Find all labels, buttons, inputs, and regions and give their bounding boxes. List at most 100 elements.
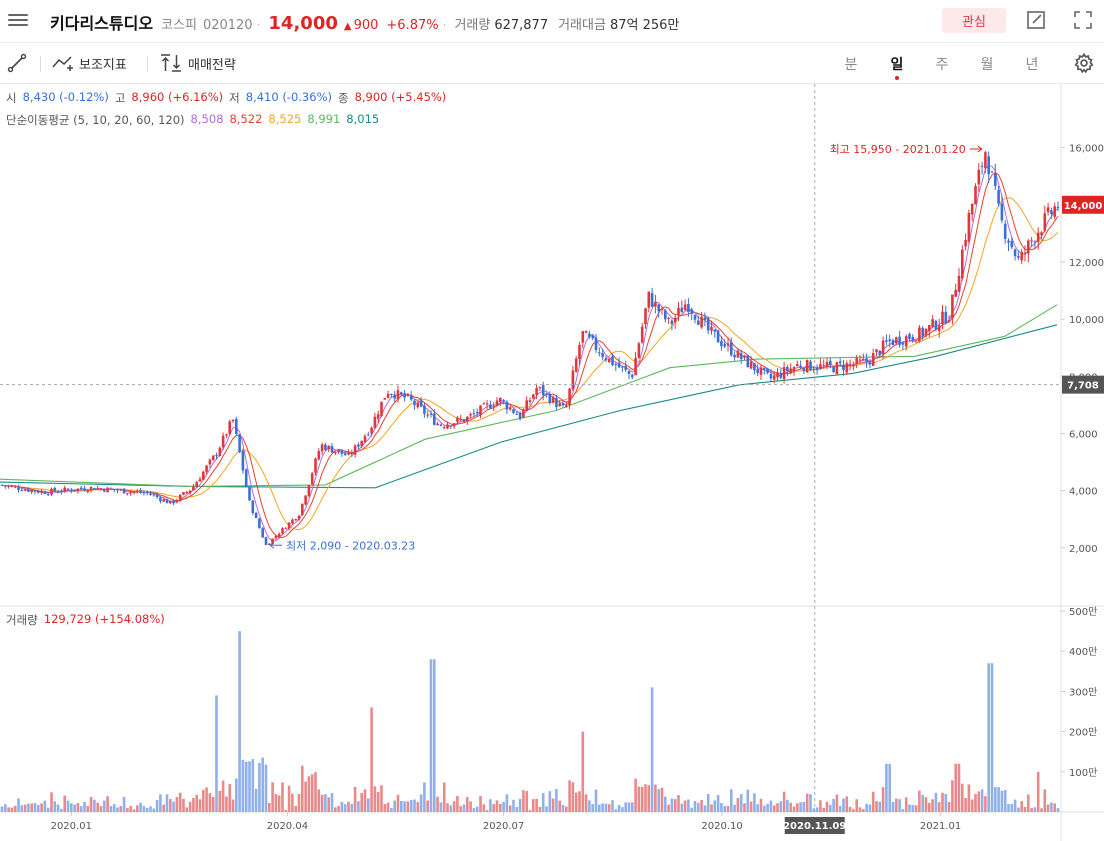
candle-body — [720, 341, 723, 347]
watch-button[interactable]: 관심 — [942, 8, 1006, 33]
stock-code: 020120 — [202, 18, 253, 33]
volume-bar — [172, 801, 175, 812]
volume-bar — [654, 784, 657, 812]
candle-body — [667, 317, 670, 319]
candle-body — [1017, 256, 1020, 258]
candle-body — [1023, 252, 1027, 254]
period-week-tab[interactable]: 주 — [935, 57, 949, 73]
volume-bar — [334, 807, 337, 812]
volume-bar — [759, 798, 763, 812]
current-price-tag: 14,000 — [1064, 201, 1103, 212]
volume-bar — [426, 800, 429, 812]
candle-body — [1036, 232, 1040, 243]
candle-body — [380, 401, 383, 417]
candle-body — [967, 212, 971, 242]
low-annotation: 최저 2,090 - 2020.03.23 — [286, 539, 415, 552]
candle-body — [314, 458, 317, 473]
volume-bar — [17, 798, 20, 812]
volume-bar — [739, 794, 743, 812]
period-day-tab[interactable]: 일 — [887, 54, 907, 80]
gear-icon[interactable] — [1073, 52, 1095, 74]
period-month-tab[interactable]: 월 — [980, 57, 994, 73]
candle-body — [637, 343, 641, 358]
candle-body — [977, 169, 981, 185]
edit-icon[interactable] — [1026, 10, 1046, 30]
volume-bar — [13, 805, 17, 812]
candle-body — [673, 317, 677, 323]
volume-bar — [367, 798, 370, 812]
volume-bar — [182, 798, 185, 812]
candle-body — [159, 497, 162, 501]
candle-body — [376, 414, 380, 419]
separator-dot: · — [442, 18, 447, 32]
candle-body — [931, 319, 934, 327]
volume-bar — [208, 793, 212, 812]
candle-body — [433, 413, 436, 425]
candle-body — [23, 489, 27, 491]
candle-body — [129, 491, 132, 494]
volume-bar — [1033, 807, 1037, 812]
candle-body — [726, 343, 730, 346]
volume-bar — [545, 806, 548, 812]
menu-icon[interactable] — [8, 11, 28, 29]
volume-bar — [228, 784, 231, 812]
candle-body — [716, 330, 720, 343]
candle-body — [360, 440, 363, 447]
candle-body — [634, 357, 637, 376]
period-year-tab[interactable]: 년 — [1025, 57, 1039, 73]
volume-bar — [647, 785, 651, 812]
volume-bar — [363, 789, 367, 812]
indicator-button[interactable]: 보조지표 — [52, 53, 127, 73]
candle-body — [112, 489, 116, 491]
volume-bar — [456, 795, 459, 812]
candle-body — [588, 333, 591, 337]
volume-bar — [763, 805, 766, 812]
candle-body — [518, 412, 522, 419]
volume-bar — [40, 803, 43, 812]
ma10-value: 8,522 — [229, 112, 263, 126]
volume-bar — [703, 805, 707, 812]
volume-bar — [274, 794, 278, 812]
candle-body — [215, 454, 218, 456]
high-value: 8,960 (+6.16%) — [131, 90, 224, 104]
volume-bar — [116, 807, 119, 812]
volume-bar — [1017, 807, 1020, 812]
candle-body — [772, 375, 776, 380]
ma60-line — [0, 304, 1058, 487]
volume-bar — [442, 782, 446, 812]
candle-body — [43, 491, 47, 494]
candle-body — [565, 405, 568, 407]
volume-bar — [1007, 803, 1010, 812]
volume-bar — [86, 805, 90, 812]
fullscreen-icon[interactable] — [1073, 10, 1093, 30]
candle-body — [271, 538, 274, 545]
candle-body — [96, 488, 99, 490]
volume-bar — [1030, 808, 1033, 812]
volume-bar — [126, 808, 129, 812]
candle-body — [961, 249, 964, 279]
candle-body — [541, 385, 545, 396]
volume-bar — [772, 805, 776, 812]
candle-body — [987, 156, 990, 175]
volume-bar — [287, 785, 291, 812]
candle-body — [202, 471, 205, 480]
candle-body — [713, 329, 717, 332]
drawing-tool-button[interactable] — [7, 53, 27, 73]
volume-bar — [865, 803, 868, 812]
period-minute-tab[interactable]: 분 — [844, 57, 858, 73]
volume-bar — [393, 800, 396, 812]
volume-bar — [155, 800, 159, 812]
volume-bar — [218, 790, 222, 812]
candle-body — [1056, 207, 1060, 209]
candle-body — [855, 358, 858, 364]
volume-bar — [360, 793, 363, 812]
strategy-button[interactable]: 매매전략 — [160, 53, 236, 73]
volume-bar — [149, 806, 152, 812]
candle-body — [815, 367, 819, 371]
price-chart-svg[interactable]: 16,00014,00012,00010,0008,0006,0004,0002… — [0, 84, 1104, 841]
volume-bar — [43, 800, 47, 812]
chart-area[interactable]: 시 8,430 (-0.12%) 고 8,960 (+6.16%) 저 8,41… — [0, 84, 1104, 841]
candle-body — [393, 394, 396, 399]
candle-body — [792, 367, 796, 371]
candle-body — [185, 491, 189, 493]
